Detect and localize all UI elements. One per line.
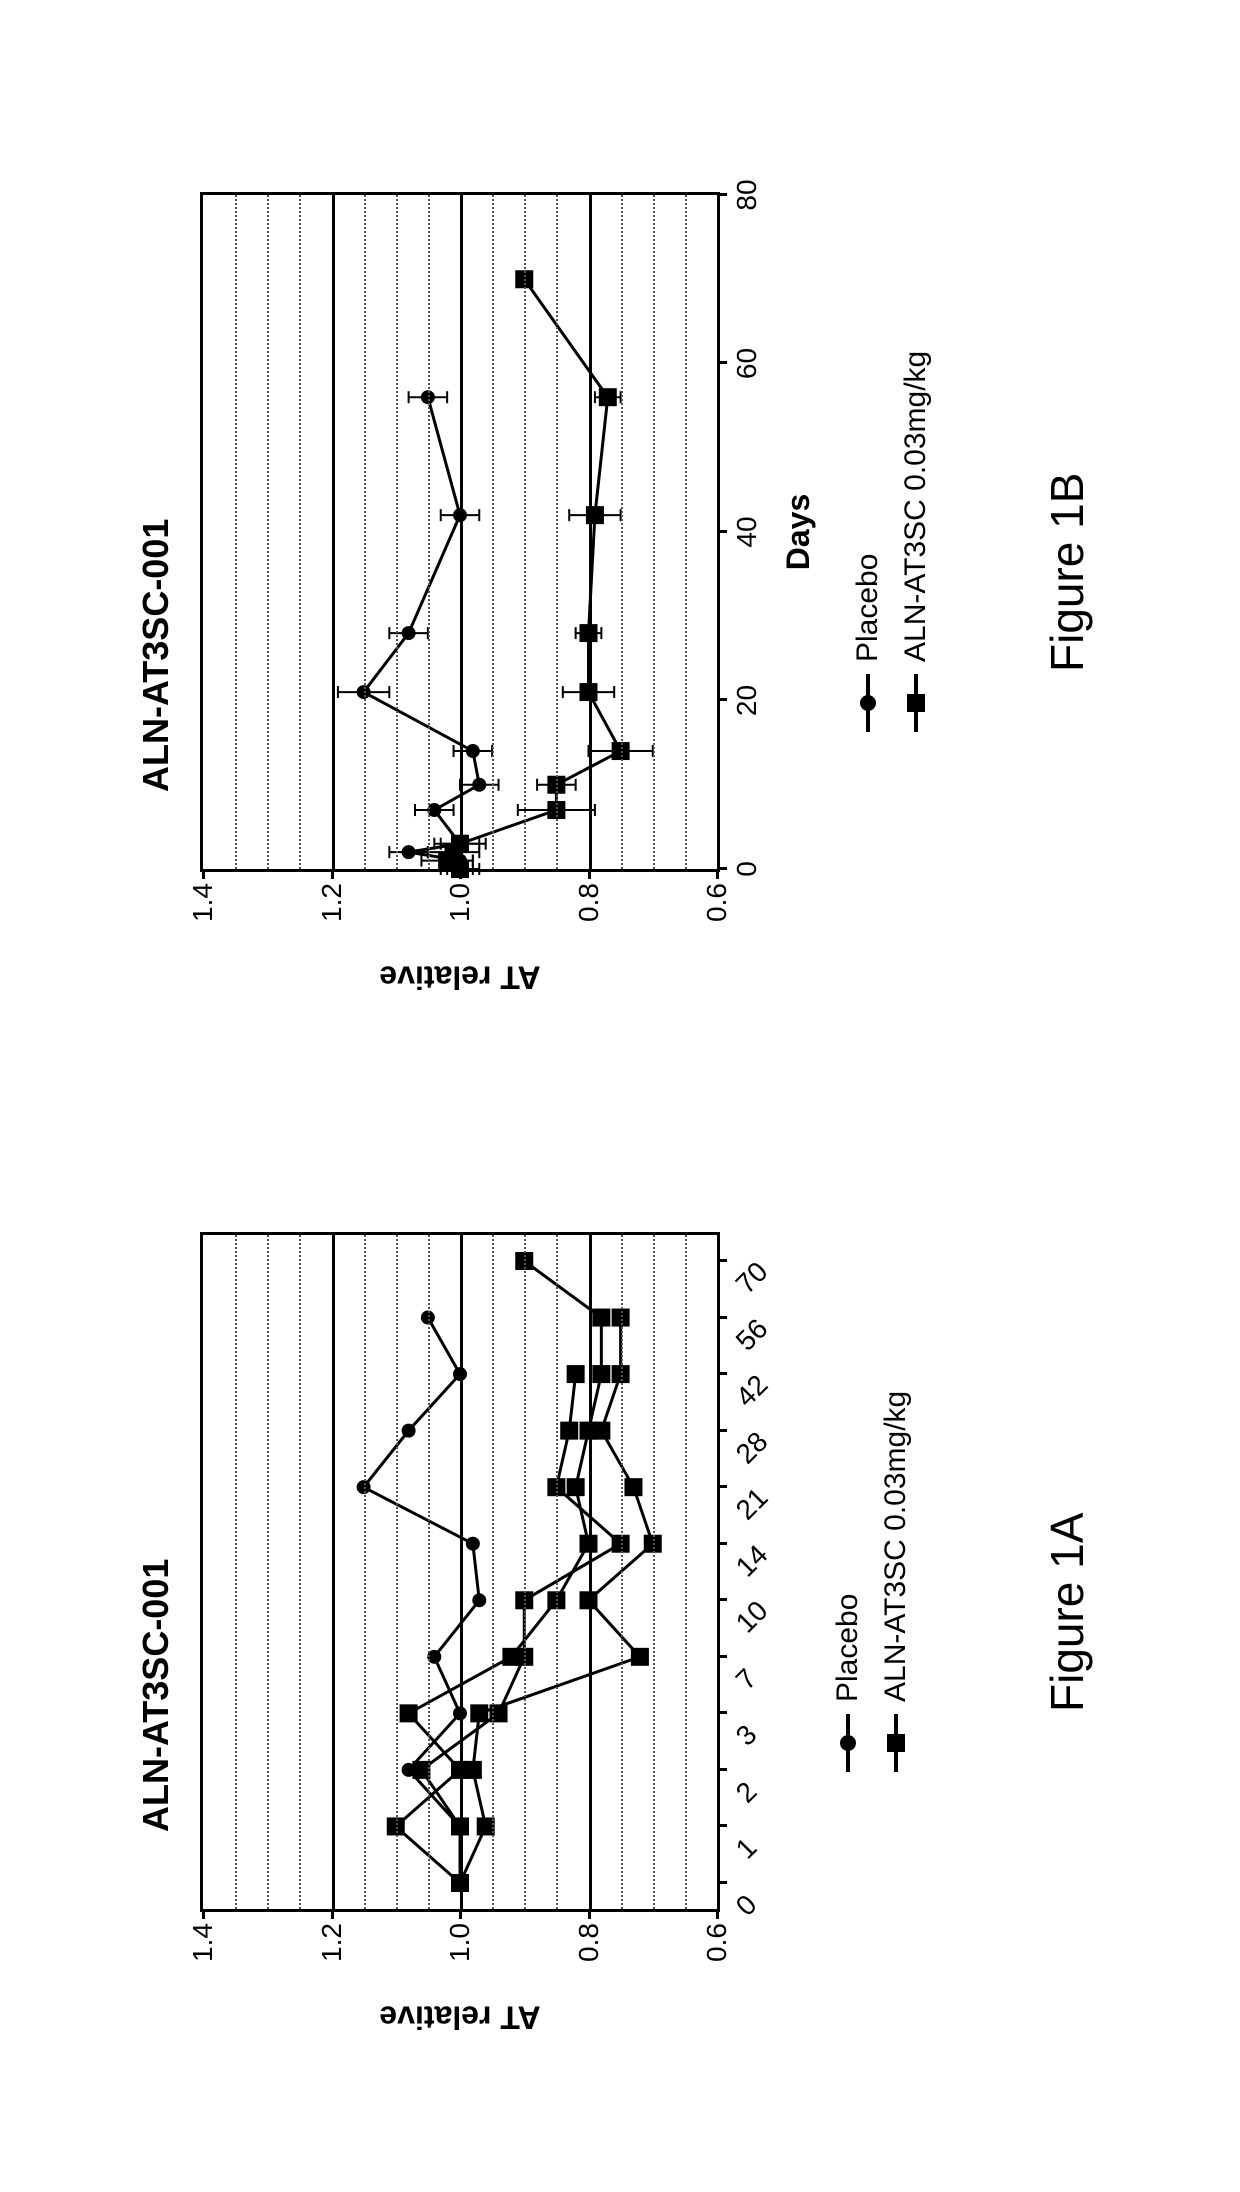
x-tick-label: 28 [717,1413,774,1470]
y-tick-mark [716,1909,719,1919]
grid-major-line [589,1235,592,1909]
x-tick-label: 10 [717,1582,774,1639]
x-tick-label: 20 [717,685,763,716]
y-tick-mark [459,1909,462,1919]
grid-minor-line [685,195,687,869]
x-tick-label: 1 [717,1819,763,1865]
y-tick-mark [459,869,462,879]
panel-a-figure-label: Figure 1A [1040,1513,1094,1712]
y-tick-mark [588,869,591,879]
legend-label-drug: ALN-AT3SC 0.03mg/kg [879,1391,913,1702]
circle-icon [860,695,876,711]
x-tick-label: 80 [717,179,763,210]
grid-minor-line [267,1235,269,1909]
y-tick-mark [202,869,205,879]
legend-row-drug: ALN-AT3SC 0.03mg/kg [878,1252,914,1772]
grid-major-line [460,1235,463,1909]
x-tick-label: 21 [717,1469,774,1526]
grid-minor-line [235,195,237,869]
legend-row-drug-b: ALN-AT3SC 0.03mg/kg [898,212,934,732]
grid-minor-line [428,195,430,869]
circle-icon [840,1735,856,1751]
panel-b-xlabel: Days [780,494,817,571]
grid-minor-line [267,195,269,869]
grid-minor-line [364,195,366,869]
x-tick-label: 7 [717,1650,763,1696]
grid-major-line [460,195,463,869]
panel-b-figure-label: Figure 1B [1040,473,1094,672]
grid-major-line [589,195,592,869]
x-tick-label: 3 [717,1706,763,1752]
grid-minor-line [299,1235,301,1909]
grid-minor-line [556,195,558,869]
grid-minor-line [621,195,623,869]
grid-minor-line [653,195,655,869]
x-tick-label: 2 [717,1763,763,1809]
panel-a-plot: 0.60.81.01.21.40123710142128425670 [200,1232,720,1912]
grid-major-line [332,195,335,869]
square-icon [887,1734,905,1752]
panel-a-ylabel: AT relative [379,1999,540,2036]
grid-minor-line [299,195,301,869]
grid-major-line [332,1235,335,1909]
panel-a-title: ALN-AT3SC-001 [135,1559,177,1832]
square-icon [907,694,925,712]
legend-label-drug-b: ALN-AT3SC 0.03mg/kg [899,351,933,662]
grid-minor-line [396,195,398,869]
legend-label-placebo-b: Placebo [851,554,885,662]
grid-minor-line [685,1235,687,1909]
grid-minor-line [621,1235,623,1909]
x-tick-label: 0 [717,861,763,877]
panel-b-ylabel: AT relative [379,959,540,996]
y-tick-mark [331,1909,334,1919]
panel-b-title: ALN-AT3SC-001 [135,519,177,792]
grid-minor-line [492,1235,494,1909]
grid-minor-line [428,1235,430,1909]
y-tick-mark [588,1909,591,1919]
y-tick-mark [202,1909,205,1919]
y-tick-mark [331,869,334,879]
x-tick-label: 40 [717,516,763,547]
x-tick-label: 60 [717,348,763,379]
grid-minor-line [524,195,526,869]
grid-minor-line [364,1235,366,1909]
x-tick-label: 14 [717,1526,774,1583]
legend-label-placebo: Placebo [831,1594,865,1702]
x-tick-label: 70 [717,1243,774,1300]
grid-minor-line [556,1235,558,1909]
grid-minor-line [235,1235,237,1909]
panel-b-plot: 0.60.81.01.21.4020406080 [200,192,720,872]
x-tick-label: 42 [717,1356,774,1413]
x-tick-label: 56 [717,1300,774,1357]
panel-b-legend: Placebo ALN-AT3SC 0.03mg/kg [850,212,940,732]
grid-minor-line [524,1235,526,1909]
grid-minor-line [653,1235,655,1909]
panel-a-legend: Placebo ALN-AT3SC 0.03mg/kg [830,1252,920,1772]
legend-row-placebo-b: Placebo [850,212,886,732]
grid-minor-line [396,1235,398,1909]
figure-canvas: ALN-AT3SC-001 0.60.81.01.21.401237101421… [0,0,1240,2192]
grid-minor-line [492,195,494,869]
legend-row-placebo: Placebo [830,1252,866,1772]
